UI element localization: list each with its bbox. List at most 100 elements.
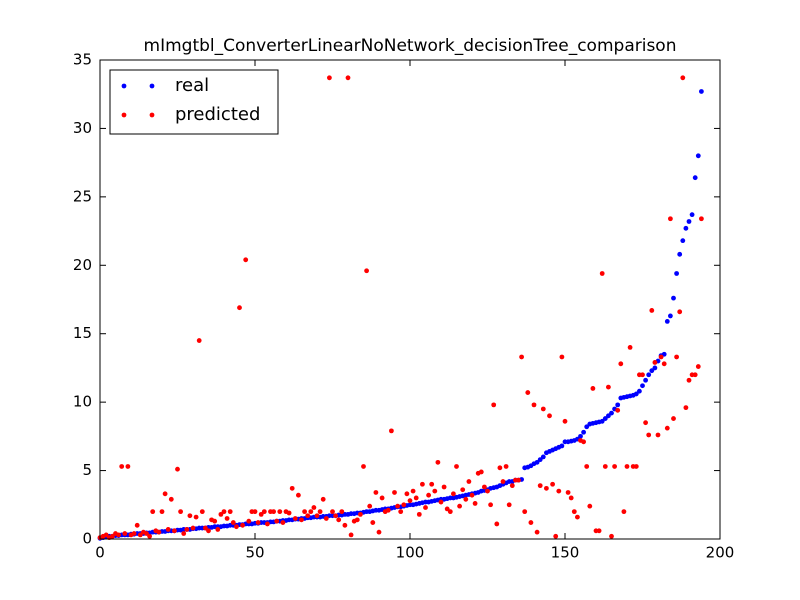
point (265, 521, 270, 527)
point (643, 377, 648, 383)
point (587, 503, 593, 509)
point (150, 509, 156, 515)
point (258, 511, 264, 517)
point (274, 518, 280, 524)
point (370, 520, 376, 525)
legend-marker (149, 112, 155, 118)
point (447, 509, 453, 515)
y-tick-label: 30 (73, 119, 92, 137)
point (562, 418, 568, 424)
point (116, 532, 121, 538)
point (398, 509, 404, 515)
point (668, 313, 673, 319)
point (661, 351, 667, 357)
point (686, 377, 692, 383)
point (497, 465, 503, 471)
chart-title: mImgtbl_ConverterLinearNoNetwork_decisio… (144, 36, 677, 56)
point (534, 529, 540, 535)
point (134, 522, 140, 528)
point (308, 509, 314, 515)
point (299, 517, 304, 523)
point (618, 361, 624, 367)
point (584, 424, 590, 430)
point (277, 509, 283, 515)
point (550, 481, 555, 487)
point (643, 420, 648, 426)
point (413, 495, 419, 501)
point (664, 318, 670, 324)
point (692, 175, 698, 181)
point (432, 488, 438, 494)
point (537, 457, 543, 463)
point (606, 384, 611, 390)
point (506, 502, 512, 508)
point (296, 492, 301, 498)
point (196, 338, 202, 343)
point (190, 525, 196, 531)
point (215, 527, 221, 532)
point (581, 439, 586, 445)
point (348, 532, 354, 538)
point (516, 477, 521, 483)
axes-frame (99, 59, 721, 540)
point (578, 433, 583, 439)
point (385, 507, 391, 513)
point (125, 464, 131, 469)
y-tick-label: 35 (73, 51, 92, 69)
legend: real predicted (109, 69, 279, 135)
point (165, 527, 171, 532)
y-tick-label: 10 (73, 393, 92, 411)
y-tick-label: 15 (73, 324, 92, 342)
point (664, 425, 670, 431)
point (559, 443, 565, 449)
point (463, 496, 469, 502)
point (553, 533, 559, 539)
point (379, 495, 385, 501)
point (469, 492, 475, 498)
point (354, 517, 360, 523)
y-tick-label: 20 (73, 256, 92, 274)
point (323, 516, 329, 521)
point (640, 383, 645, 389)
point (212, 518, 218, 524)
point (671, 416, 676, 421)
point (311, 505, 317, 510)
point (525, 390, 531, 395)
point (652, 365, 658, 371)
point (652, 360, 658, 365)
plot-area: 0 50 100 150 200 0 5 10 15 20 25 30 35 real predicted (73, 51, 734, 562)
point (404, 491, 410, 497)
point (289, 485, 295, 491)
legend-label: real (175, 75, 209, 96)
point (401, 502, 407, 508)
point (435, 459, 441, 465)
point (649, 308, 655, 313)
point (457, 503, 462, 509)
point (602, 416, 608, 421)
point (147, 533, 153, 539)
point (677, 309, 683, 315)
point (519, 354, 524, 360)
legend-frame (109, 69, 279, 135)
point (609, 410, 614, 416)
point (624, 464, 630, 469)
point (565, 490, 571, 495)
point (339, 509, 345, 515)
point (392, 490, 397, 495)
point (544, 485, 549, 491)
point (599, 271, 605, 276)
point (110, 533, 115, 539)
point (203, 525, 208, 531)
point (156, 529, 162, 535)
point (494, 521, 500, 527)
point (361, 464, 366, 469)
point (187, 513, 193, 519)
point (500, 479, 506, 484)
point (528, 520, 534, 525)
point (103, 532, 109, 538)
point (206, 528, 211, 534)
x-tick-label: 50 (245, 544, 264, 562)
point (314, 513, 320, 519)
y-tick-label: 5 (82, 461, 92, 479)
x-tick-label: 150 (551, 544, 580, 562)
